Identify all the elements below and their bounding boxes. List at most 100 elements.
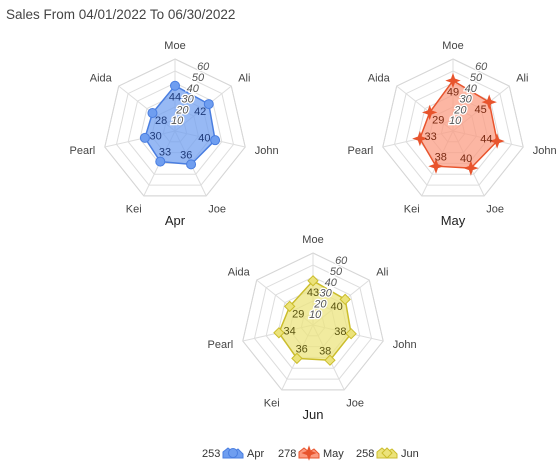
chart-caption: Jun bbox=[303, 407, 324, 422]
radial-tick-label: 60 bbox=[197, 61, 210, 73]
legend: 253 Apr 278 May 258 Jun bbox=[202, 445, 419, 461]
axis-label-john: John bbox=[255, 145, 279, 157]
legend-marker-icon bbox=[381, 447, 393, 459]
data-point bbox=[139, 132, 150, 143]
radial-tick-label: 10 bbox=[171, 115, 184, 127]
data-point bbox=[324, 354, 336, 366]
axis-label-pearl: Pearl bbox=[348, 145, 374, 157]
data-point bbox=[307, 275, 319, 287]
radial-tick-label: 50 bbox=[330, 266, 343, 278]
axis-label-ali: Ali bbox=[516, 72, 528, 84]
axis-label-pearl: Pearl bbox=[208, 339, 234, 351]
data-label: 34 bbox=[283, 325, 295, 337]
grid-outer-ring bbox=[242, 252, 384, 391]
radial-tick-label: 30 bbox=[459, 94, 472, 106]
grid-outer-ring bbox=[382, 58, 524, 197]
radial-tick-label: 20 bbox=[453, 104, 467, 116]
legend-total: 278 bbox=[278, 448, 296, 460]
axis-label-ali: Ali bbox=[238, 72, 250, 84]
axis-label-joe: Joe bbox=[208, 204, 226, 216]
radial-tick-label: 50 bbox=[192, 72, 205, 84]
data-label: 38 bbox=[334, 326, 346, 338]
data-point bbox=[428, 158, 444, 174]
data-label: 38 bbox=[435, 151, 447, 163]
series-area bbox=[419, 79, 498, 169]
data-label: 36 bbox=[180, 150, 192, 162]
grid-ring bbox=[253, 264, 373, 380]
data-label: 29 bbox=[432, 114, 444, 126]
axis-label-moe: Moe bbox=[302, 234, 323, 246]
data-label: 33 bbox=[424, 131, 436, 143]
legend-series-name: Jun bbox=[401, 448, 419, 460]
legend-series-name: Apr bbox=[247, 448, 264, 460]
page-title: Sales From 04/01/2022 To 06/30/2022 bbox=[6, 7, 236, 22]
axis-label-joe: Joe bbox=[486, 204, 504, 216]
axis-label-john: John bbox=[533, 145, 557, 157]
data-label: 28 bbox=[155, 115, 167, 127]
data-label: 30 bbox=[149, 130, 161, 142]
data-point bbox=[481, 94, 497, 110]
grid-ring bbox=[265, 276, 361, 369]
legend-item-apr: 253 Apr bbox=[202, 447, 264, 460]
axis-label-moe: Moe bbox=[442, 40, 463, 52]
data-label: 40 bbox=[330, 301, 342, 313]
legend-total: 258 bbox=[356, 448, 374, 460]
chart-caption: May bbox=[441, 213, 466, 228]
data-point bbox=[273, 327, 285, 339]
data-point bbox=[463, 160, 479, 176]
grid-outer-ring bbox=[104, 58, 246, 197]
radial-tick-label: 60 bbox=[475, 61, 488, 73]
radial-tick-label: 10 bbox=[309, 309, 322, 321]
grid-ring bbox=[115, 70, 235, 186]
radial-tick-label: 40 bbox=[465, 83, 478, 95]
radial-tick-label: 50 bbox=[470, 72, 483, 84]
axis-label-john: John bbox=[393, 339, 417, 351]
axis-label-aida: Aida bbox=[368, 72, 391, 84]
radial-tick-label: 20 bbox=[175, 104, 189, 116]
grid-ring bbox=[127, 82, 223, 175]
legend-marker-icon bbox=[301, 445, 317, 461]
radial-tick-label: 30 bbox=[181, 94, 194, 106]
data-point bbox=[412, 130, 428, 147]
axis-label-joe: Joe bbox=[346, 398, 364, 410]
data-label: 38 bbox=[319, 345, 331, 357]
grid-ring bbox=[405, 82, 501, 175]
data-point bbox=[203, 99, 214, 110]
data-label: 33 bbox=[159, 147, 171, 159]
data-point bbox=[489, 133, 505, 149]
data-point bbox=[155, 156, 166, 167]
series-area bbox=[278, 279, 352, 361]
data-point bbox=[291, 352, 303, 365]
legend-marker-icon bbox=[228, 448, 238, 458]
chart-caption: Apr bbox=[165, 213, 186, 228]
axis-label-aida: Aida bbox=[228, 266, 251, 278]
data-label: 43 bbox=[307, 287, 319, 299]
radial-tick-label: 60 bbox=[335, 255, 348, 267]
data-label: 49 bbox=[447, 87, 459, 99]
data-label: 36 bbox=[296, 344, 308, 356]
data-point bbox=[170, 80, 180, 91]
axis-label-moe: Moe bbox=[164, 40, 185, 52]
data-point bbox=[422, 104, 438, 121]
grid-ring bbox=[393, 70, 513, 186]
radar-chart-apr: 10203040506044424036333028MoeAliJohnJoeK… bbox=[70, 40, 279, 228]
radial-tick-label: 10 bbox=[449, 115, 462, 127]
axis-label-kei: Kei bbox=[264, 398, 280, 410]
axis-label-pearl: Pearl bbox=[70, 145, 96, 157]
data-label: 42 bbox=[194, 106, 206, 118]
data-label: 40 bbox=[460, 153, 472, 165]
data-label: 44 bbox=[480, 134, 492, 146]
radial-tick-label: 40 bbox=[325, 277, 338, 289]
radar-chart-jun: 10203040506043403838363429MoeAliJohnJoeK… bbox=[208, 234, 417, 422]
axis-label-ali: Ali bbox=[376, 266, 388, 278]
data-point bbox=[283, 300, 296, 313]
radial-tick-label: 30 bbox=[319, 288, 332, 300]
axis-label-aida: Aida bbox=[90, 72, 113, 84]
radial-tick-label: 20 bbox=[313, 298, 327, 310]
data-point bbox=[345, 327, 357, 340]
data-point bbox=[210, 135, 221, 146]
axis-label-kei: Kei bbox=[404, 204, 420, 216]
data-label: 40 bbox=[198, 133, 210, 145]
data-label: 45 bbox=[474, 104, 486, 116]
